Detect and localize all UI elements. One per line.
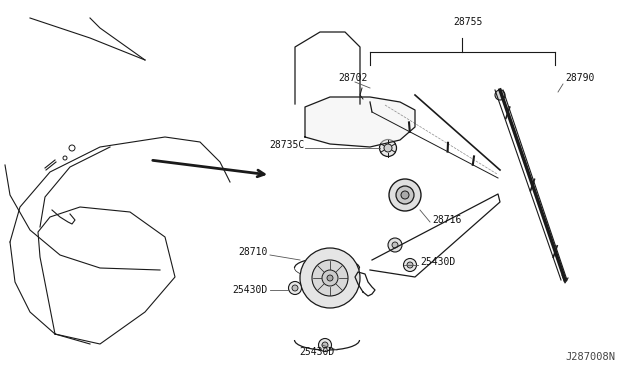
Circle shape	[292, 285, 298, 291]
Text: 28790: 28790	[565, 73, 595, 83]
Text: 28716: 28716	[432, 215, 461, 225]
Circle shape	[289, 282, 301, 295]
Circle shape	[389, 179, 421, 211]
Text: 25430D: 25430D	[420, 257, 455, 267]
Circle shape	[403, 259, 417, 272]
Circle shape	[407, 262, 413, 268]
Circle shape	[396, 186, 414, 204]
Text: 25430D: 25430D	[233, 285, 268, 295]
Circle shape	[322, 270, 338, 286]
Circle shape	[401, 191, 409, 199]
Circle shape	[384, 144, 392, 152]
Circle shape	[380, 140, 397, 157]
Circle shape	[327, 275, 333, 281]
Text: J287008N: J287008N	[565, 352, 615, 362]
Polygon shape	[305, 97, 415, 147]
Circle shape	[300, 248, 360, 308]
Circle shape	[312, 260, 348, 296]
Text: 28702: 28702	[338, 73, 367, 83]
Circle shape	[322, 342, 328, 348]
Text: 28755: 28755	[453, 17, 483, 27]
Circle shape	[388, 238, 402, 252]
Circle shape	[392, 242, 398, 248]
Text: 25430D: 25430D	[300, 347, 335, 357]
Text: 28735C: 28735C	[269, 140, 305, 150]
Text: 28710: 28710	[239, 247, 268, 257]
Circle shape	[495, 90, 505, 100]
Circle shape	[319, 339, 332, 352]
